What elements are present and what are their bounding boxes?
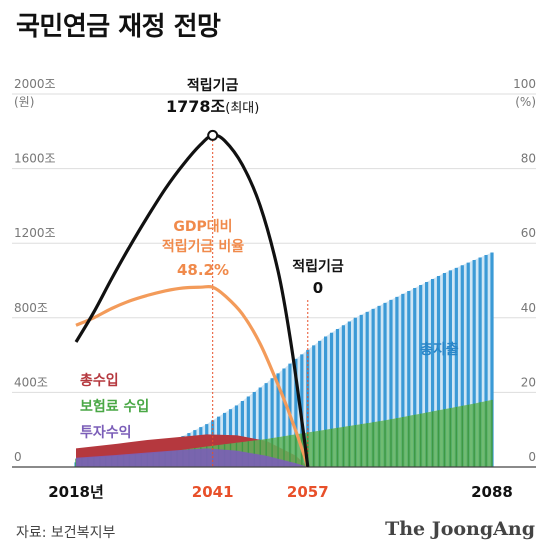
right-axis-unit: (%) — [515, 95, 536, 109]
x-tick-label: 2057 — [287, 483, 329, 501]
total-expenditure-area — [76, 252, 492, 467]
total-income-label: 총수입 — [80, 373, 119, 389]
peak-value-label: 1778조(최대) — [166, 97, 259, 116]
peak-marker — [207, 129, 219, 141]
right-tick-label: 40 — [521, 301, 536, 315]
total-expenditure-label: 총지출 — [420, 341, 459, 358]
investment-income-label: 투자수익 — [80, 424, 132, 441]
x-tick-label: 2041 — [192, 483, 234, 501]
brand-logo: The JoongAng — [385, 518, 535, 540]
right-tick-label: 80 — [521, 152, 536, 166]
left-tick-label: 1600조 — [14, 152, 56, 166]
page-title: 국민연금 재정 전망 — [16, 12, 221, 42]
ratio-label: 적립기금 비율 — [162, 238, 244, 255]
x-tick-label: 2088 — [471, 483, 513, 501]
premium-income-label: 보험료 수입 — [80, 398, 149, 415]
left-tick-label: 800조 — [14, 301, 48, 315]
ratio-label: GDP대비 — [173, 219, 232, 235]
left-tick-label: 1200조 — [14, 226, 56, 240]
gdp-ratio-line — [75, 284, 310, 468]
x-tick-label: 2018년 — [48, 483, 104, 501]
right-tick-label: 60 — [521, 226, 536, 240]
source-note: 자료: 보건복지부 — [16, 525, 116, 541]
left-tick-label: 2000조 — [14, 77, 56, 91]
ratio-value-label: 48.2% — [177, 261, 229, 279]
right-tick-label: 0 — [528, 450, 536, 464]
depletion-value-label: 0 — [313, 279, 323, 297]
right-tick-label: 20 — [521, 375, 536, 389]
premium-income-bars — [75, 399, 493, 467]
left-tick-label: 0 — [14, 450, 22, 464]
depletion-label: 적립기금 — [292, 258, 344, 275]
left-tick-label: 400조 — [14, 375, 48, 389]
right-tick-label: 100 — [513, 77, 536, 91]
peak-label: 적립기금 — [187, 77, 239, 94]
left-axis-unit: (원) — [14, 95, 34, 109]
investment-income-area — [76, 448, 308, 467]
